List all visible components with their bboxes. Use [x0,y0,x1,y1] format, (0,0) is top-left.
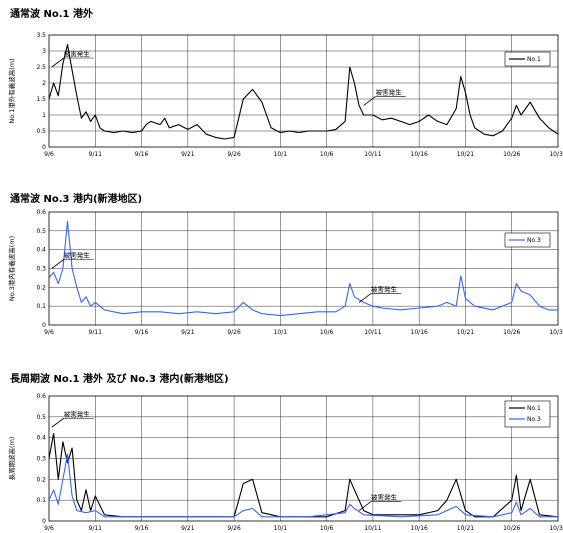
x-tick-label: 9/11 [89,525,103,532]
y-tick-label: 1.5 [36,96,46,103]
chart-svg: 00.511.522.533.59/6 9/11 9/16 9/21 9/26 10/1 1… [7,32,563,158]
x-tick-label: 9/26 [227,151,241,158]
annotation-label: 被害発生 [64,251,91,260]
x-tick-label: 9/11 [89,329,103,336]
y-tick-label: 0.3 [36,266,46,273]
x-tick-label: 10/1 [274,329,288,336]
y-tick-label: 0.6 [36,393,46,400]
x-tick-label: 9/11 [89,151,103,158]
x-tick-label: 10/16 [411,329,428,336]
series-group [49,432,558,518]
x-tick-label: 10/6 [320,151,334,158]
series-line-no3 [49,220,558,317]
x-tick-label: 10/11 [364,525,381,532]
x-tick-label: 10/26 [503,329,520,336]
y-tick-label: 3 [42,48,46,55]
chart-title: 長周期波 No.1 港外 及び No.3 港内(新港地区) [10,374,229,385]
x-tick-label: 10/16 [411,525,428,532]
x-tick-label: 10/31 [549,329,563,336]
y-tick-label: 0.4 [36,247,46,254]
annotation-leader [51,259,65,269]
chart-svg: 0 0.1 0.2 0.3 0.4 0.5 0.6 9/6 9/11 9/16 9/21 9/26 10… [7,209,563,336]
series-group [49,44,558,140]
y-tick-label: 0.6 [36,209,46,216]
series-group [49,220,558,317]
y-axis-label: No.3港内有義波高(m) [7,236,16,301]
x-tick-label: 10/21 [457,525,474,532]
chart-svg: 0 0.1 0.2 0.3 0.4 0.5 0.6 9/6 9/11 9/16 9/21 9/26 10… [7,393,563,532]
y-tick-label: 1 [42,112,46,119]
y-tick-label: 0 [42,322,46,329]
x-tick-label: 9/16 [135,525,149,532]
y-tick-label: 3.5 [36,32,46,39]
plot-area [48,34,559,148]
x-tick-label: 10/26 [503,525,520,532]
x-tick-label: 9/6 [44,329,54,336]
legend-box [504,51,551,67]
y-tick-label: 0.4 [36,435,46,442]
annotation-leader [358,293,372,303]
x-tick-label: 9/16 [135,329,149,336]
x-tick-label: 10/31 [549,151,563,158]
x-tick-label: 9/6 [44,151,54,158]
legend-label: No.3 [527,237,541,244]
y-axis-label: 長周期波高(m) [7,437,16,481]
x-tick-label: 10/1 [274,151,288,158]
chart-title: 通常波 No.3 港内(新港地区) [10,194,143,205]
x-tick-label: 9/21 [181,329,195,336]
y-tick-label: 0.2 [36,476,46,483]
x-tick-label: 10/1 [274,525,288,532]
y-tick-label: 2 [42,80,46,87]
y-tick-label: 0 [42,144,46,151]
x-tick-label: 9/26 [227,329,241,336]
annotation-leader [51,57,65,68]
annotation-label: 被害発生 [64,49,91,58]
x-tick-label: 10/11 [364,151,381,158]
annotation-label: 被害発生 [376,87,403,96]
annotation-leader [363,96,376,106]
legend-label: No.1 [527,56,541,63]
annotation-label: 被害発生 [64,409,91,418]
y-tick-label: 0.1 [36,303,46,310]
y-tick-label: 0.3 [36,456,46,463]
x-tick-label: 10/11 [364,329,381,336]
x-tick-label: 9/21 [181,151,195,158]
x-tick-label: 9/21 [181,525,195,532]
y-tick-label: 0.5 [36,128,46,135]
y-tick-label: 0.5 [36,228,46,235]
legend-box [504,400,551,428]
x-tick-label: 9/26 [227,525,241,532]
x-tick-label: 10/16 [411,151,428,158]
legend-box [504,232,551,248]
x-tick-label: 10/21 [457,329,474,336]
annotation-leader [358,501,372,511]
x-tick-label: 10/6 [320,525,334,532]
series-line-no3 [49,453,558,518]
legend-label: No.1 [527,405,541,412]
series-line-no1 [49,44,558,140]
x-tick-label: 10/31 [549,525,563,532]
annotation-label: 被害発生 [371,493,398,502]
x-tick-label: 10/6 [320,329,334,336]
legend-label: No.3 [527,416,541,423]
y-tick-label: 0 [42,518,46,525]
x-tick-label: 10/21 [457,151,474,158]
annotation-leader [51,417,65,428]
y-axis-label: No.1港外有義波高(m) [7,58,16,123]
y-tick-label: 0.1 [36,497,46,504]
y-tick-label: 0.2 [36,284,46,291]
y-tick-label: 2.5 [36,64,46,71]
annotation-label: 被害発生 [371,284,398,293]
x-tick-label: 10/26 [503,151,520,158]
x-tick-label: 9/16 [135,151,149,158]
y-tick-label: 0.5 [36,414,46,421]
x-tick-label: 9/6 [44,525,54,532]
chart-title: 通常波 No.1 港外 [10,9,93,20]
